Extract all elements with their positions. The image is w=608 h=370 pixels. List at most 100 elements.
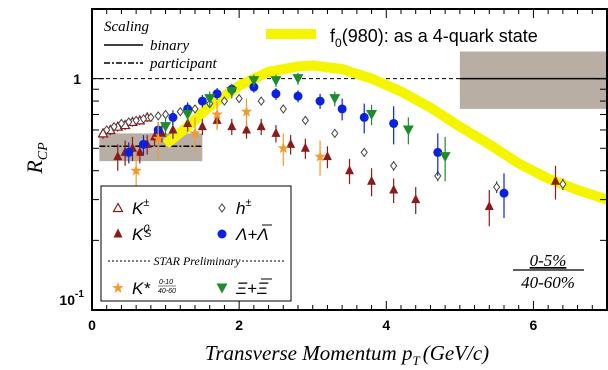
y-tick-label-0p1: 10 bbox=[59, 292, 75, 308]
plot-frame bbox=[91, 8, 608, 311]
open-diamond-point bbox=[103, 125, 111, 135]
open-diamond-point bbox=[132, 115, 140, 126]
data-points bbox=[97, 72, 567, 227]
circle-point bbox=[359, 112, 369, 122]
x-tick-label: 6 bbox=[530, 317, 538, 333]
legend-label-sup: 0 bbox=[143, 223, 150, 235]
open-diamond-point bbox=[235, 93, 243, 104]
legend-label-sup: ± bbox=[245, 197, 251, 209]
filled-triangle-point bbox=[242, 124, 251, 134]
down-triangle-point bbox=[248, 76, 260, 87]
filled-triangle-point bbox=[135, 146, 145, 156]
legend-marker-star bbox=[112, 282, 124, 293]
down-triangle-point bbox=[204, 94, 216, 105]
legend-label-base: Λ+Λ bbox=[235, 225, 269, 244]
filled-triangle-point bbox=[227, 121, 237, 131]
filled-triangle-point bbox=[197, 121, 207, 131]
legend-kstar-frac-top: 0-10 bbox=[159, 279, 173, 286]
svg-text:RCP: RCP bbox=[22, 142, 51, 175]
star-point bbox=[152, 132, 164, 144]
filled-triangle-point bbox=[484, 201, 494, 211]
x-axis-title-sub: T bbox=[412, 353, 420, 368]
syst-band-1 bbox=[459, 51, 607, 109]
axis-ticks bbox=[91, 8, 608, 311]
star-point bbox=[277, 142, 289, 154]
legend-label-base: Ξ+Ξ bbox=[235, 279, 269, 298]
filled-triangle-point bbox=[322, 151, 332, 161]
filled-triangle-point bbox=[168, 124, 178, 134]
legend-label-base: K* bbox=[132, 279, 151, 298]
x-tick-label: 0 bbox=[88, 317, 96, 333]
preliminary-label: STAR Preliminary bbox=[154, 254, 242, 268]
open-diamond-point bbox=[154, 111, 162, 121]
open-diamond-point bbox=[493, 182, 501, 192]
filled-triangle-point bbox=[113, 151, 123, 161]
open-diamond-point bbox=[390, 160, 398, 171]
open-diamond-point bbox=[331, 128, 339, 139]
circle-point bbox=[315, 96, 325, 106]
open-diamond-point bbox=[301, 115, 309, 126]
filled-triangle-point bbox=[345, 165, 354, 175]
down-triangle-point bbox=[270, 76, 282, 87]
filled-triangle-point bbox=[271, 127, 281, 137]
y-axis-title: RCP bbox=[22, 142, 51, 175]
filled-triangle-point bbox=[367, 175, 377, 185]
star-point bbox=[240, 105, 253, 117]
down-triangle-point bbox=[160, 122, 172, 133]
legend-marker-filled-triangle bbox=[113, 228, 123, 238]
filled-triangle-point bbox=[300, 142, 310, 152]
open-diamond-point bbox=[147, 112, 155, 123]
open-diamond-point bbox=[257, 96, 265, 106]
filled-triangle-point bbox=[286, 138, 296, 148]
legend-label: K* bbox=[132, 279, 151, 298]
legend-label-sup: ± bbox=[143, 197, 149, 209]
open-diamond-point bbox=[191, 104, 199, 114]
open-diamond-point bbox=[176, 106, 184, 117]
open-diamond-point bbox=[279, 104, 287, 114]
open-diamond-point bbox=[161, 109, 170, 120]
circle-point bbox=[433, 147, 443, 157]
down-triangle-point bbox=[439, 152, 451, 163]
circle-point bbox=[293, 91, 303, 101]
circle-point bbox=[499, 188, 509, 198]
circle-point bbox=[124, 147, 134, 157]
f0-legend-rest: (980): as a 4-quark state bbox=[342, 26, 538, 46]
y-axis-title-main: R bbox=[22, 160, 47, 175]
x-axis-title-main: Transverse Momentum p bbox=[205, 341, 413, 365]
f0-legend-sub: 0 bbox=[335, 36, 342, 50]
down-triangle-point bbox=[366, 109, 378, 120]
open-diamond-point bbox=[559, 179, 567, 189]
x-axis-title: Transverse Momentum pT (GeV/c) bbox=[205, 341, 489, 368]
filled-triangle-point bbox=[551, 175, 560, 185]
down-triangle-point bbox=[182, 109, 194, 120]
legend-label: h± bbox=[236, 197, 252, 218]
y-axis-title-sub: CP bbox=[36, 142, 51, 160]
legend-label: Ξ+Ξ bbox=[235, 279, 269, 298]
scaling-participant-label: participant bbox=[149, 56, 217, 72]
circle-point bbox=[168, 112, 178, 122]
f0-legend-f: f bbox=[330, 26, 336, 46]
x-tick-label: 4 bbox=[382, 317, 390, 333]
legend-marker-circle bbox=[217, 229, 227, 239]
circle-point bbox=[139, 139, 148, 149]
centrality-bottom: 40-60% bbox=[521, 273, 575, 292]
legend-marker-open-triangle bbox=[112, 202, 124, 213]
scaling-title: Scaling bbox=[104, 19, 149, 35]
open-diamond-point bbox=[220, 96, 229, 106]
filled-triangle-point bbox=[411, 194, 421, 204]
open-diamond-point bbox=[110, 121, 118, 132]
star-point bbox=[211, 108, 223, 120]
circle-point bbox=[337, 104, 347, 114]
x-axis-title-unit: (GeV/c) bbox=[423, 341, 489, 365]
open-diamond-point bbox=[125, 117, 133, 127]
y-tick-label-1: 1 bbox=[73, 71, 81, 87]
down-triangle-point bbox=[226, 86, 238, 97]
star-point bbox=[314, 150, 326, 162]
circle-point bbox=[271, 89, 281, 99]
filled-triangle-point bbox=[389, 184, 399, 194]
legend-marker-down-triangle bbox=[216, 283, 228, 294]
filled-triangle-point bbox=[256, 121, 266, 131]
legend-label-sub: S bbox=[144, 228, 152, 240]
